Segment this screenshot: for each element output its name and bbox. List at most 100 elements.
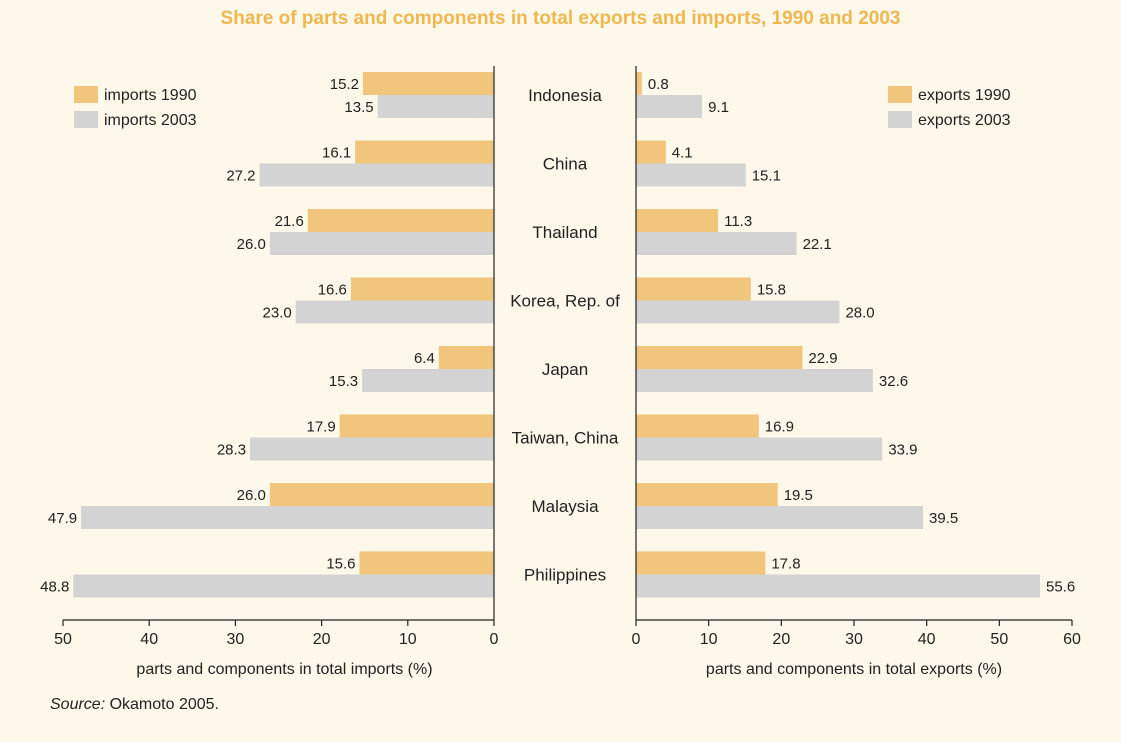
value-label-exports-1990-philippines: 17.8 — [771, 556, 800, 573]
imports-panel: 15.2 13.5 16.1 27.2 21.6 26.0 16.6 23.0 6.4 15.3 1… — [40, 66, 499, 678]
bar-imports-1990-philippines — [359, 551, 494, 575]
imports-legend-label-imports-2003: imports 2003 — [104, 112, 197, 129]
bar-exports-1990-japan — [636, 346, 803, 369]
exports-tick-label-20: 20 — [772, 631, 790, 648]
value-label-imports-1990-japan: 6.4 — [414, 350, 435, 367]
category-label-thailand: Thailand — [532, 223, 597, 242]
value-label-imports-2003-indonesia: 13.5 — [344, 99, 373, 116]
bar-imports-2003-japan — [362, 369, 494, 392]
exports-tick-label-30: 30 — [845, 631, 863, 648]
value-label-exports-1990-thailand: 11.3 — [724, 213, 752, 230]
value-label-imports-1990-thailand: 21.6 — [275, 213, 304, 230]
source-label: Source: — [50, 696, 106, 713]
imports-tick-label-0: 0 — [490, 631, 499, 648]
value-label-exports-2003-china: 15.1 — [752, 168, 781, 185]
value-label-exports-2003-malaysia: 39.5 — [929, 510, 958, 527]
bar-exports-1990-malaysia — [636, 483, 778, 506]
exports-legend-label-exports-1990: exports 1990 — [918, 87, 1011, 104]
value-label-exports-1990-malaysia: 19.5 — [784, 487, 813, 504]
bar-exports-1990-thailand — [636, 209, 719, 232]
bar-exports-1990-indonesia — [636, 72, 642, 95]
exports-tick-label-10: 10 — [700, 631, 718, 648]
bar-imports-1990-indonesia — [362, 72, 494, 95]
bar-exports-2003-japan — [636, 369, 873, 392]
bar-imports-1990-thailand — [307, 209, 494, 232]
bar-exports-2003-taiwan-china — [636, 437, 883, 461]
value-label-imports-1990-indonesia: 15.2 — [330, 76, 359, 93]
bar-imports-2003-taiwan-china — [250, 437, 494, 461]
chart-title: Share of parts and components in total e… — [220, 8, 901, 29]
bar-imports-2003-philippines — [73, 574, 495, 598]
category-label-philippines: Philippines — [524, 566, 606, 585]
category-label-malaysia: Malaysia — [531, 497, 599, 516]
imports-legend-label-imports-1990: imports 1990 — [104, 87, 197, 104]
value-label-imports-2003-taiwan-china: 28.3 — [217, 442, 246, 459]
exports-x-axis-label: parts and components in total exports (%… — [706, 661, 1002, 678]
imports-legend-swatch-imports-2003 — [74, 111, 98, 128]
exports-tick-label-0: 0 — [632, 631, 641, 648]
category-label-taiwan-china: Taiwan, China — [512, 429, 619, 448]
category-label-china: China — [543, 155, 588, 174]
value-label-imports-1990-korea-rep-of: 16.6 — [318, 282, 347, 299]
value-label-exports-1990-taiwan-china: 16.9 — [765, 419, 794, 436]
value-label-exports-2003-thailand: 22.1 — [803, 236, 832, 253]
bar-exports-2003-indonesia — [636, 95, 703, 118]
exports-legend-label-exports-2003: exports 2003 — [918, 112, 1011, 129]
bar-imports-1990-japan — [438, 346, 494, 369]
value-label-exports-1990-korea-rep-of: 15.8 — [757, 282, 786, 299]
exports-tick-label-60: 60 — [1063, 631, 1081, 648]
value-label-exports-1990-china: 4.1 — [672, 145, 693, 162]
category-label-japan: Japan — [542, 360, 588, 379]
bar-exports-2003-philippines — [636, 574, 1041, 598]
value-label-imports-2003-japan: 15.3 — [329, 373, 358, 390]
value-label-imports-2003-china: 27.2 — [226, 168, 255, 185]
imports-x-axis-label: parts and components in total imports (%… — [136, 661, 432, 678]
category-label-korea-rep-of: Korea, Rep. of — [510, 292, 620, 311]
imports-legend-swatch-imports-1990 — [74, 86, 98, 103]
bar-imports-1990-malaysia — [269, 483, 494, 506]
bar-exports-2003-thailand — [636, 232, 797, 255]
value-label-imports-2003-malaysia: 47.9 — [48, 510, 77, 527]
exports-legend-swatch-exports-1990 — [888, 86, 912, 103]
bar-imports-2003-korea-rep-of — [295, 300, 494, 324]
value-label-exports-1990-japan: 22.9 — [808, 350, 837, 367]
exports-tick-label-40: 40 — [918, 631, 936, 648]
value-label-exports-2003-taiwan-china: 33.9 — [888, 442, 917, 459]
imports-tick-label-10: 10 — [399, 631, 417, 648]
imports-tick-label-30: 30 — [227, 631, 245, 648]
bar-exports-1990-taiwan-china — [636, 414, 759, 438]
value-label-exports-2003-korea-rep-of: 28.0 — [845, 305, 874, 322]
bar-imports-1990-korea-rep-of — [350, 277, 494, 301]
imports-tick-label-40: 40 — [140, 631, 158, 648]
imports-tick-label-20: 20 — [313, 631, 331, 648]
imports-tick-label-50: 50 — [54, 631, 72, 648]
value-label-exports-2003-japan: 32.6 — [879, 373, 908, 390]
value-label-imports-1990-malaysia: 26.0 — [237, 487, 266, 504]
value-label-exports-2003-indonesia: 9.1 — [708, 99, 729, 116]
category-labels: Indonesia China Thailand Korea, Rep. of Japa… — [510, 86, 620, 585]
value-label-imports-2003-thailand: 26.0 — [237, 236, 266, 253]
exports-tick-label-50: 50 — [990, 631, 1008, 648]
bar-exports-1990-philippines — [636, 551, 766, 575]
exports-legend-swatch-exports-2003 — [888, 111, 912, 128]
value-label-exports-1990-indonesia: 0.8 — [648, 76, 669, 93]
bar-imports-1990-taiwan-china — [339, 414, 494, 438]
bar-exports-2003-malaysia — [636, 506, 924, 529]
source-text: Okamoto 2005. — [105, 696, 219, 713]
source-note: Source: Okamoto 2005. — [50, 696, 219, 714]
bar-exports-1990-korea-rep-of — [636, 277, 751, 301]
value-label-imports-1990-china: 16.1 — [322, 145, 351, 162]
bar-imports-1990-china — [355, 140, 494, 164]
bar-exports-2003-korea-rep-of — [636, 300, 840, 324]
bar-imports-2003-malaysia — [81, 506, 495, 529]
value-label-imports-1990-taiwan-china: 17.9 — [306, 419, 335, 436]
bar-imports-2003-thailand — [269, 232, 494, 255]
bar-imports-2003-indonesia — [377, 95, 494, 118]
bar-exports-1990-china — [636, 140, 666, 164]
exports-panel: 0.8 9.1 4.1 15.1 11.3 22.1 15.8 28.0 22.9 32.6 16.… — [632, 66, 1081, 678]
value-label-imports-2003-philippines: 48.8 — [40, 579, 69, 596]
category-label-indonesia: Indonesia — [528, 86, 602, 105]
bar-exports-2003-china — [636, 163, 746, 187]
value-label-imports-1990-philippines: 15.6 — [326, 556, 355, 573]
